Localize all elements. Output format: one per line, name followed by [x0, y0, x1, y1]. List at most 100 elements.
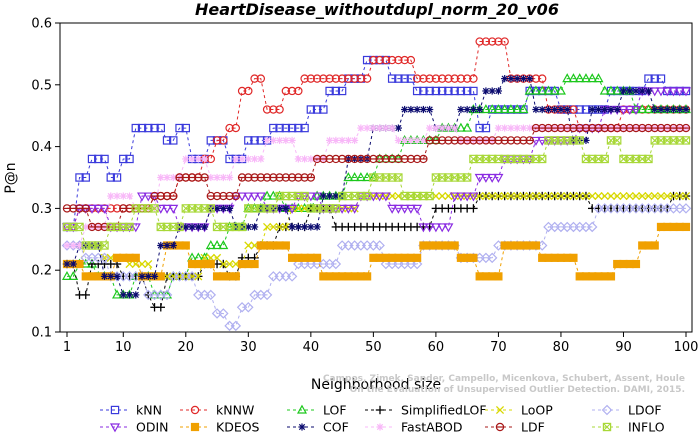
- data-point-fastabod: [282, 136, 290, 145]
- data-point-loop: [263, 222, 272, 231]
- data-point-loop: [588, 191, 597, 201]
- data-point-fastabod: [225, 173, 234, 182]
- data-point-fastabod: [394, 136, 402, 145]
- data-point-knnw: [537, 74, 547, 83]
- data-point-odin: [86, 204, 98, 214]
- data-point-kdeos: [531, 241, 541, 250]
- legend: kNN kNNW LOF SimplifiedLOF LoOP LDOF ODIN KDEOS…: [100, 403, 665, 434]
- data-point-odin: [168, 204, 179, 214]
- data-point-kdeos: [631, 259, 641, 269]
- data-point-cof: [488, 87, 496, 95]
- data-point-lof: [249, 202, 260, 212]
- data-point-loop: [531, 191, 540, 201]
- data-point-knn: [119, 154, 128, 164]
- data-point-cof: [319, 192, 327, 200]
- legend-entry-knnw: kNNW: [180, 403, 254, 418]
- y-tick-label: 0.4: [31, 140, 52, 155]
- data-point-knnw: [469, 74, 478, 83]
- data-point-loop: [563, 191, 572, 201]
- data-point-cof: [150, 272, 159, 280]
- data-point-knn: [281, 123, 291, 133]
- data-point-fastabod: [451, 124, 459, 132]
- data-point-kdeos: [281, 241, 290, 250]
- data-point-knn: [156, 123, 165, 133]
- data-point-lof: [262, 190, 273, 200]
- legend-marker-cof: [298, 423, 306, 431]
- data-point-ldf: [525, 136, 534, 145]
- data-point-odin: [155, 204, 166, 214]
- data-point-ldof: [486, 252, 498, 264]
- data-point-knnw: [294, 86, 303, 96]
- data-point-odin: [418, 223, 429, 233]
- data-point-knnw: [250, 74, 259, 83]
- data-point-ldf: [169, 191, 178, 201]
- data-point-loop: [550, 191, 559, 201]
- y-tick-label: 0.3: [31, 202, 52, 217]
- data-point-fastabod: [388, 124, 396, 132]
- data-point-knn: [300, 123, 309, 133]
- data-point-knnw: [244, 86, 253, 96]
- data-point-odin: [630, 105, 641, 115]
- data-point-loop: [144, 259, 153, 269]
- data-point-knn: [87, 154, 97, 164]
- legend-marker-odin: [109, 423, 121, 433]
- data-point-ldof: [680, 203, 692, 214]
- data-point-knnw: [481, 37, 491, 46]
- data-point-lof: [462, 122, 473, 132]
- data-point-ldof: [286, 271, 298, 282]
- data-point-inflo: [600, 154, 609, 164]
- data-point-knnw: [394, 55, 403, 65]
- data-point-lof: [487, 104, 498, 114]
- data-point-knnw: [437, 74, 447, 83]
- data-point-fastabod: [332, 136, 340, 145]
- y-tick-label: 0.5: [31, 78, 52, 93]
- data-point-fastabod: [419, 136, 427, 145]
- data-point-cof: [476, 105, 484, 114]
- data-point-loop: [494, 191, 503, 201]
- data-point-knnw: [456, 74, 466, 83]
- data-point-loop: [513, 191, 522, 201]
- data-point-odin: [287, 204, 298, 214]
- legend-label-loop: LoOP: [521, 403, 553, 418]
- data-point-knn: [400, 74, 409, 83]
- data-point-lof: [268, 190, 279, 200]
- series-ldof: [61, 203, 692, 332]
- data-point-odin: [530, 136, 541, 146]
- data-point-ldof: [161, 289, 173, 301]
- data-point-knn: [112, 173, 122, 182]
- data-point-loop: [556, 191, 566, 201]
- chart-title: HeartDisease_withoutdupl_norm_20_v06: [195, 0, 559, 19]
- data-point-loop: [488, 191, 497, 201]
- data-point-loop: [569, 191, 578, 201]
- data-point-knnw: [494, 37, 503, 46]
- data-point-fastabod: [119, 192, 127, 200]
- data-point-loop: [438, 191, 447, 201]
- data-point-fastabod: [338, 136, 346, 145]
- data-point-lof: [355, 172, 366, 182]
- series-line-ldof: [67, 207, 686, 327]
- data-point-cof: [426, 105, 434, 114]
- y-axis: 0.1 0.2 0.3 0.4 0.5 0.6: [31, 17, 60, 341]
- data-point-fastabod: [157, 173, 165, 182]
- data-point-cof: [532, 105, 540, 114]
- data-point-cof: [482, 87, 490, 95]
- data-point-kdeos: [313, 253, 322, 262]
- data-point-ldf: [306, 173, 316, 182]
- data-point-odin: [312, 192, 323, 202]
- data-point-knnw: [319, 74, 328, 83]
- data-point-fastabod: [401, 136, 409, 145]
- data-point-simplifiedlof: [469, 204, 478, 213]
- data-point-cof: [601, 105, 609, 114]
- data-point-knnw: [400, 55, 409, 65]
- data-point-inflo: [644, 154, 653, 164]
- data-point-knn: [287, 123, 297, 133]
- y-tick-label: 0.1: [31, 326, 52, 341]
- data-point-odin: [380, 192, 391, 202]
- data-point-lof: [61, 270, 73, 280]
- data-point-cof: [607, 105, 615, 114]
- data-point-knnw: [406, 55, 416, 65]
- data-point-cof: [513, 75, 521, 83]
- data-point-knn: [125, 154, 134, 164]
- data-point-fastabod: [300, 155, 309, 163]
- data-point-kdeos: [413, 253, 422, 262]
